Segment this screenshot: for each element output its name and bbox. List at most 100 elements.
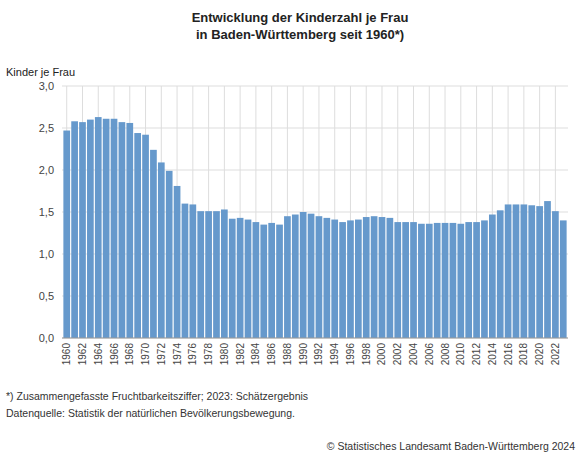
bar (355, 220, 362, 338)
bar (465, 222, 472, 338)
x-tick-label: 2006 (424, 343, 435, 366)
bar (300, 212, 307, 338)
bar (497, 210, 504, 338)
x-tick-label: 1984 (250, 343, 261, 366)
bar (253, 222, 260, 338)
bar (126, 123, 133, 338)
y-tick-label: 2,0 (39, 164, 54, 176)
grid (62, 86, 568, 338)
x-axis-line (62, 338, 568, 339)
x-tick-label: 2010 (455, 343, 466, 366)
bar (371, 216, 378, 338)
x-tick-label: 1964 (93, 343, 104, 366)
bar (150, 150, 157, 338)
x-tick-label: 2004 (408, 343, 419, 366)
y-axis-label: Kinder je Frau (6, 66, 75, 78)
title-line: Entwicklung der Kinderzahl je Frau (192, 10, 409, 25)
bar (323, 218, 330, 338)
bar (544, 201, 551, 338)
bars (63, 117, 566, 338)
x-tick-label: 2000 (376, 343, 387, 366)
x-tick-label: 1992 (313, 343, 324, 366)
x-tick-label: 1998 (361, 343, 372, 366)
bar (119, 122, 126, 338)
bar (481, 220, 488, 338)
bar (174, 186, 181, 338)
x-tick-label: 1986 (266, 343, 277, 366)
bar (79, 122, 86, 338)
x-tick-label: 1994 (329, 343, 340, 366)
bar (229, 219, 236, 338)
x-tick-label: 1990 (298, 343, 309, 366)
footer-note: *) Zusammengefasste Fruchtbarkeitsziffer… (6, 390, 308, 402)
bar (197, 211, 204, 338)
bar (189, 204, 196, 338)
bar (71, 121, 78, 338)
x-tick-label: 1982 (235, 343, 246, 366)
footer-note: Datenquelle: Statistik der natürlichen B… (6, 407, 295, 419)
bar (418, 224, 425, 338)
y-tick-label: 0,0 (39, 332, 54, 344)
bar (473, 222, 480, 338)
bar (111, 119, 118, 338)
x-tick-label: 2012 (471, 343, 482, 366)
x-tick-label: 1962 (77, 343, 88, 366)
bar (434, 223, 441, 338)
x-tick-label: 2020 (534, 343, 545, 366)
bar (560, 220, 567, 338)
bar (221, 209, 228, 338)
bar (260, 225, 267, 338)
bar (237, 218, 244, 338)
x-tick-label: 2014 (487, 343, 498, 366)
bar (276, 225, 283, 338)
bar (489, 215, 496, 338)
title: Entwicklung der Kinderzahl je Frauin Bad… (192, 10, 409, 42)
x-tick-label: 2016 (503, 343, 514, 366)
bar (426, 224, 433, 338)
bar (457, 224, 464, 338)
bar (182, 204, 189, 338)
x-tick-label: 2008 (440, 343, 451, 366)
bar (103, 119, 110, 338)
bar (284, 216, 291, 338)
y-tick-label: 2,5 (39, 122, 54, 134)
x-tick-label: 1972 (156, 343, 167, 366)
bar (245, 220, 252, 338)
bar (536, 206, 543, 338)
bar (363, 217, 370, 338)
bar (142, 135, 149, 338)
bar (268, 223, 275, 338)
bar (95, 117, 102, 338)
footer-note: © Statistisches Landesamt Baden-Württemb… (327, 440, 575, 452)
background (0, 0, 581, 458)
bar (87, 120, 94, 338)
bar (513, 204, 520, 338)
x-tick-label: 1980 (219, 343, 230, 366)
bar (402, 222, 409, 338)
y-grid-line (62, 338, 568, 339)
x-tick-label: 1968 (124, 343, 135, 366)
x-tick-label: 1976 (187, 343, 198, 366)
y-tick-label: 1,5 (39, 206, 54, 218)
bar (347, 220, 354, 338)
chart: 0,00,51,01,52,02,53,01960196219641966196… (0, 0, 581, 458)
x-tick-label: 1960 (61, 343, 72, 366)
bar (410, 222, 417, 338)
bar (394, 222, 401, 338)
bar (63, 131, 70, 338)
bar (450, 223, 457, 338)
x-tick-label: 2022 (550, 343, 561, 366)
bar (158, 162, 165, 338)
bar (205, 211, 212, 338)
bar (316, 216, 323, 338)
x-tick-label: 1970 (140, 343, 151, 366)
x-tick-label: 1978 (203, 343, 214, 366)
bar (552, 211, 559, 338)
x-tick-label: 1996 (345, 343, 356, 366)
bar (339, 222, 346, 338)
bar (166, 171, 173, 338)
bar (134, 133, 141, 338)
bar (213, 211, 220, 338)
bar (292, 215, 299, 338)
bar (442, 223, 449, 338)
